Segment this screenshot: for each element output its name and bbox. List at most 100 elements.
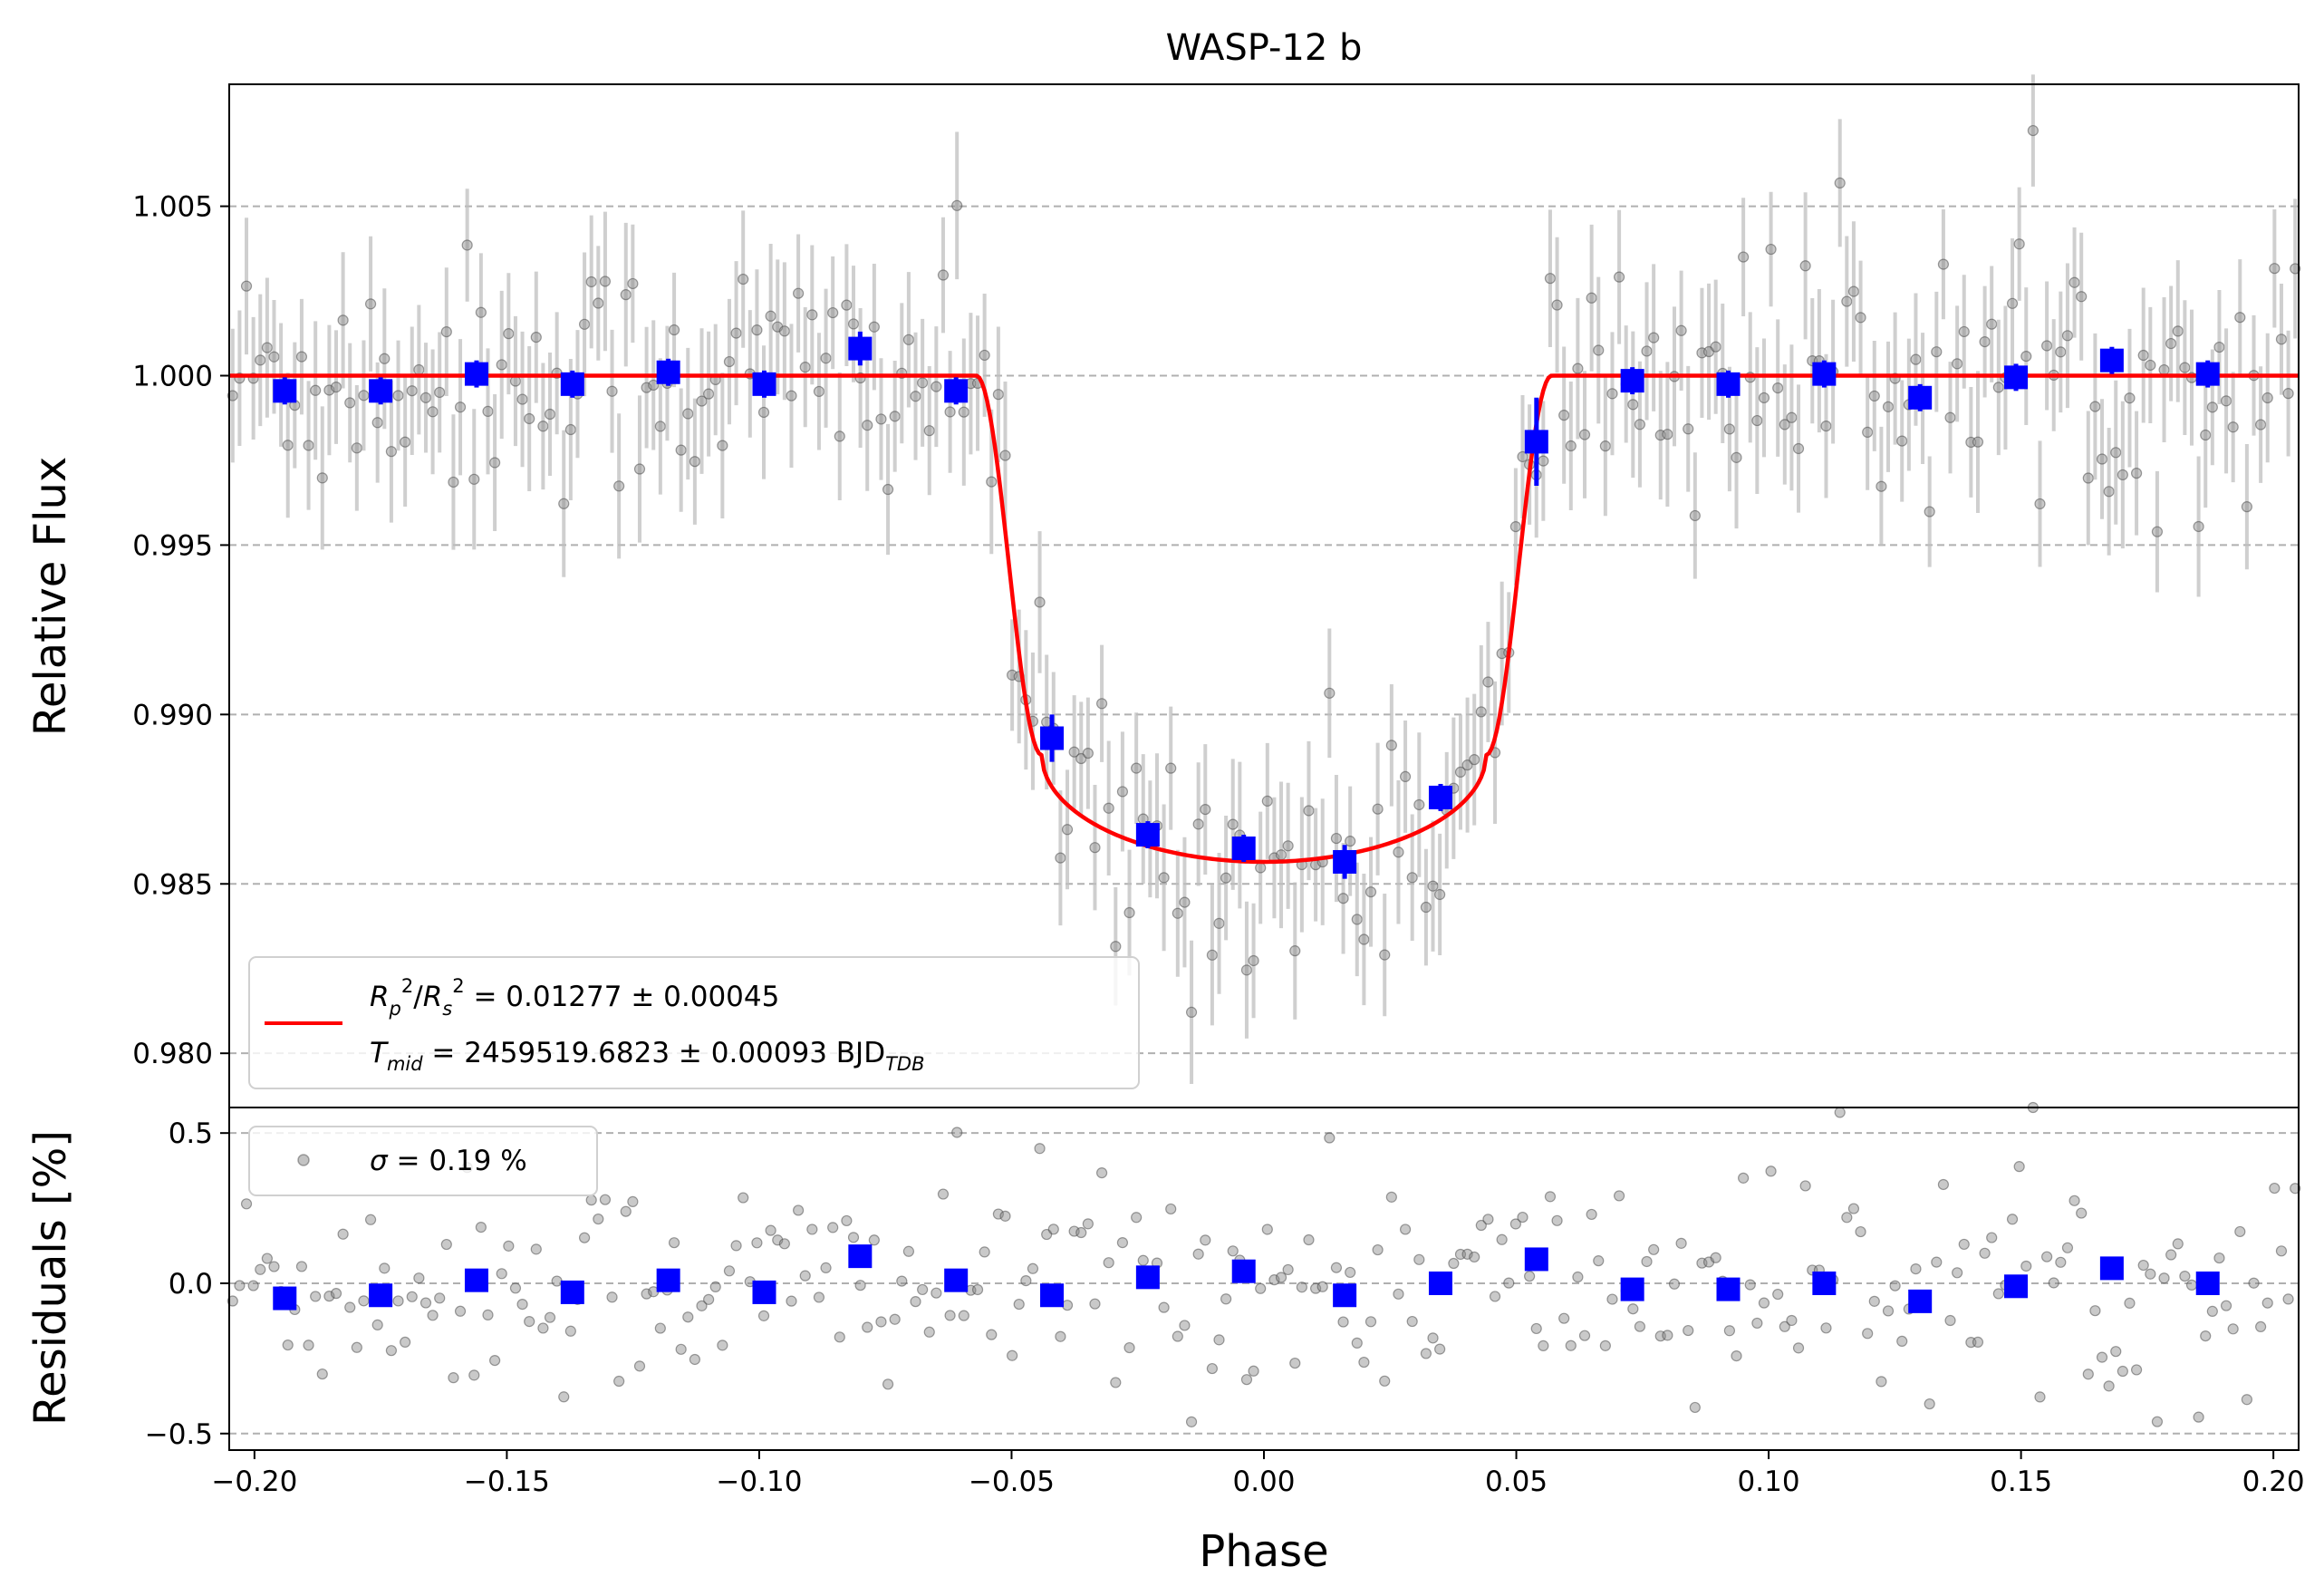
raw-point — [917, 377, 929, 389]
residual-raw-point — [717, 1340, 728, 1351]
residual-binned-point — [273, 1286, 297, 1311]
residual-raw-point — [1482, 1214, 1494, 1225]
raw-point — [1868, 390, 1880, 402]
residual-raw-point — [2290, 1183, 2301, 1195]
residual-raw-point — [530, 1243, 542, 1255]
residual-raw-point — [1799, 1180, 1811, 1192]
legend-rs: R — [423, 981, 443, 1013]
residual-raw-point — [2103, 1380, 2115, 1392]
residual-raw-point — [834, 1331, 845, 1343]
raw-point — [792, 287, 805, 299]
raw-point — [1648, 332, 1660, 343]
residual-raw-point — [1337, 1316, 1349, 1328]
raw-point — [593, 297, 604, 309]
main-raw-points — [227, 74, 2301, 1085]
raw-point — [1786, 411, 1798, 423]
residual-raw-point — [489, 1354, 501, 1367]
residual-raw-point — [2255, 1320, 2267, 1333]
raw-point — [778, 325, 790, 337]
main-y-tick-label: 0.990 — [132, 699, 213, 731]
residual-raw-point — [2206, 1305, 2218, 1317]
residual-raw-point — [951, 1127, 963, 1138]
raw-point — [537, 421, 549, 432]
residual-raw-point — [1110, 1377, 1122, 1388]
raw-point — [2076, 291, 2088, 303]
raw-point — [1055, 852, 1066, 864]
raw-point — [1517, 450, 1528, 463]
residual-raw-point — [400, 1336, 411, 1349]
raw-point — [1330, 832, 1343, 845]
raw-point — [986, 476, 998, 488]
x-tick-label: 0.10 — [1738, 1465, 1800, 1498]
residual-raw-point — [931, 1287, 942, 1299]
raw-point — [454, 401, 467, 413]
raw-point — [1399, 770, 1412, 783]
residual-raw-point — [841, 1214, 853, 1227]
residual-raw-point — [2082, 1369, 2094, 1380]
raw-point — [1586, 292, 1597, 304]
residual-raw-point — [1345, 1266, 1356, 1279]
raw-point — [1095, 698, 1108, 710]
raw-point — [1165, 762, 1177, 774]
raw-point — [1751, 414, 1763, 427]
residual-raw-point — [2234, 1225, 2246, 1238]
residual-raw-point — [1385, 1191, 1397, 1203]
legend-rp: R — [370, 981, 390, 1013]
raw-point — [461, 239, 473, 251]
raw-point — [2275, 334, 2288, 345]
residual-raw-point — [1578, 1330, 1591, 1341]
residual-raw-point — [2076, 1207, 2088, 1219]
residual-raw-point — [999, 1210, 1011, 1222]
residual-raw-point — [1220, 1293, 1232, 1305]
residual-raw-point — [364, 1214, 377, 1225]
residual-raw-point — [323, 1291, 335, 1302]
residual-y-tick-label: −0.5 — [145, 1418, 213, 1451]
raw-point — [1275, 849, 1287, 861]
residual-raw-point — [2261, 1297, 2273, 1309]
residual-raw-point — [1248, 1365, 1259, 1377]
residual-raw-point — [937, 1188, 950, 1200]
residual-raw-point — [1227, 1245, 1239, 1257]
residual-raw-point — [827, 1222, 839, 1233]
residual-raw-point — [1668, 1278, 1681, 1290]
raw-point — [1172, 907, 1183, 919]
residual-raw-point — [2124, 1297, 2136, 1309]
binned-point — [1333, 849, 1357, 874]
residual-raw-point — [992, 1208, 1004, 1220]
raw-point — [1427, 880, 1439, 892]
residual-raw-point — [696, 1300, 708, 1311]
raw-point — [1958, 325, 1970, 338]
residual-raw-point — [1896, 1335, 1908, 1348]
residual-raw-point — [1358, 1356, 1370, 1369]
main-binned-points — [273, 331, 2220, 879]
raw-point — [1710, 341, 1721, 353]
raw-point — [786, 390, 797, 401]
residual-raw-point — [1937, 1178, 1950, 1191]
legend-radius-value: = 0.01277 ± 0.00045 — [465, 981, 780, 1013]
raw-point — [1345, 836, 1356, 847]
residual-raw-point — [1013, 1298, 1025, 1311]
residual-raw-point — [1179, 1320, 1191, 1331]
raw-point — [1834, 177, 1846, 189]
residual-raw-point — [261, 1253, 273, 1264]
raw-point — [1979, 335, 1991, 348]
raw-point — [1158, 872, 1170, 884]
residual-raw-point — [255, 1263, 266, 1275]
x-tick-label: −0.10 — [716, 1465, 802, 1498]
raw-point — [1738, 251, 1750, 263]
residual-raw-point — [2096, 1351, 2108, 1363]
raw-point — [1910, 353, 1922, 365]
residual-raw-point — [709, 1281, 721, 1292]
legend-sigma-value: = 0.19 % — [388, 1145, 527, 1177]
raw-point — [951, 199, 963, 211]
legend-sigma: σ — [370, 1145, 389, 1177]
residual-raw-point — [1931, 1256, 1943, 1268]
binned-point — [2195, 362, 2220, 386]
raw-point — [358, 390, 370, 401]
residual-raw-point — [1952, 1267, 1963, 1279]
residual-raw-point — [1675, 1237, 1687, 1249]
residual-raw-point — [509, 1282, 522, 1294]
raw-point — [1240, 964, 1253, 976]
raw-point — [834, 430, 845, 442]
residual-raw-point — [1158, 1301, 1170, 1313]
